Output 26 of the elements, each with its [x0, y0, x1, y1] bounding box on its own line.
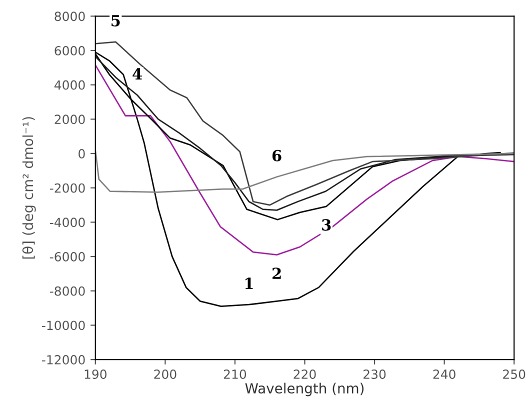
x-tick-label: 190	[84, 370, 106, 379]
x-tick-label: 220	[294, 370, 316, 379]
annotation: 2	[272, 268, 281, 279]
x-tick-label: 250	[503, 370, 526, 379]
x-tick-label: 200	[154, 370, 176, 379]
x-tick-label: 230	[364, 370, 386, 379]
y-tick-label: -10000	[42, 320, 85, 330]
y-tick-label: -4000	[50, 218, 85, 228]
annotation: 1	[245, 278, 253, 289]
y-tick-label: 4000	[54, 80, 85, 90]
x-tick-label: 210	[224, 370, 246, 379]
x-tick-label: 240	[433, 370, 456, 379]
y-tick-label: 0	[78, 148, 85, 158]
y-tick-label: -6000	[50, 252, 85, 262]
annotation: 6	[272, 150, 282, 162]
annotation: 4	[132, 68, 142, 80]
y-tick-label: -8000	[50, 286, 85, 296]
annotation: 5	[112, 15, 120, 26]
y-tick-label: 2000	[54, 114, 85, 124]
y-tick-label: 8000	[54, 12, 85, 22]
y-tick-label: 6000	[54, 46, 85, 56]
y-tick-label: -12000	[42, 355, 85, 364]
annotation: 3	[322, 219, 331, 231]
y-axis-title: [θ] (deg cm² dmol⁻¹)	[22, 117, 36, 259]
x-axis-title: Wavelength (nm)	[245, 382, 364, 396]
y-tick-label: -2000	[50, 183, 85, 193]
